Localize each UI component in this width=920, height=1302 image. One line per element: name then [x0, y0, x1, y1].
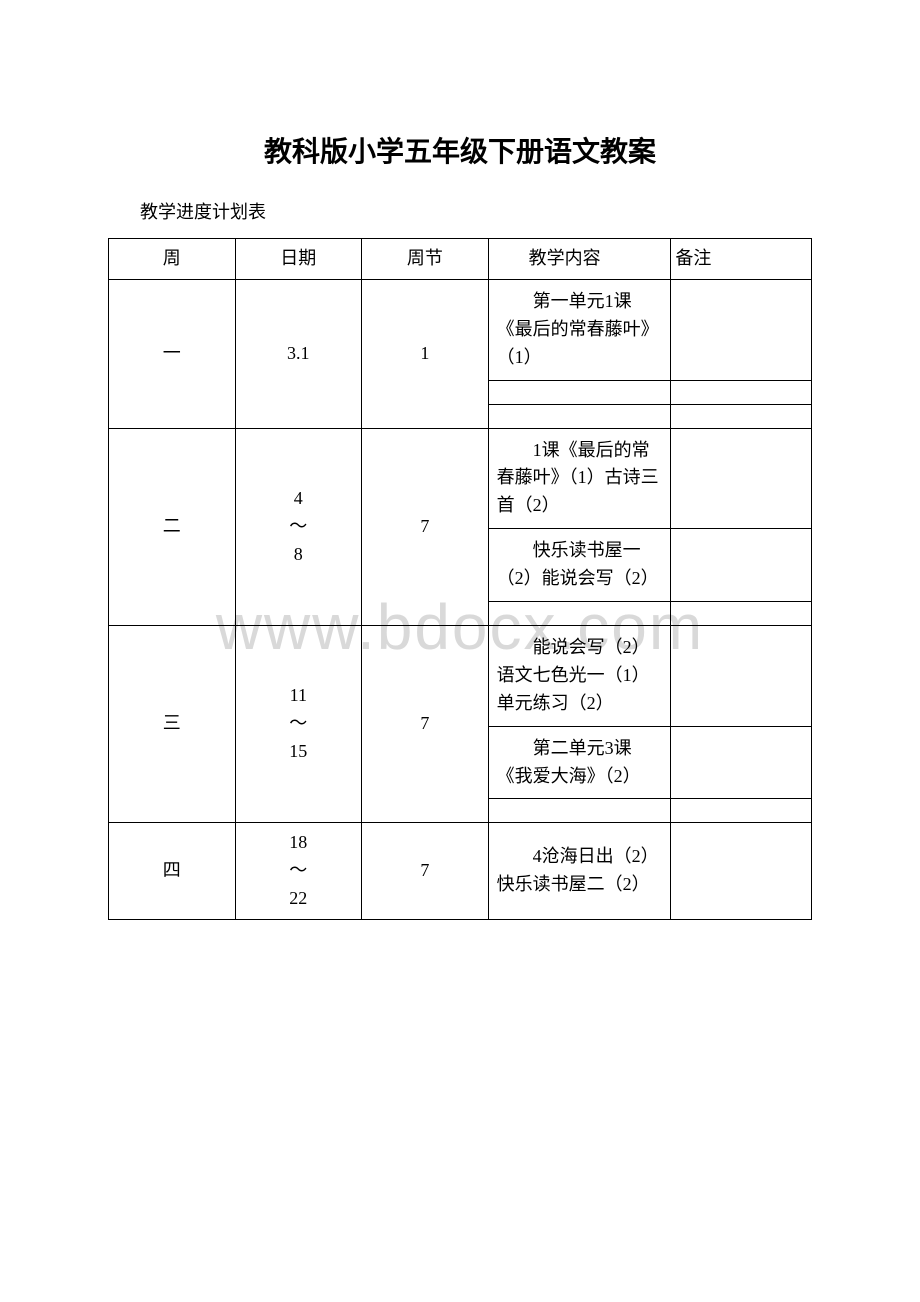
cell-date: 4 ～ 8	[235, 428, 362, 625]
cell-content: 第一单元1课《最后的常春藤叶》（1）	[488, 279, 671, 380]
cell-week: 四	[109, 823, 236, 920]
cell-content: 第二单元3课《我爱大海》（2）	[488, 726, 671, 799]
page-subtitle: 教学进度计划表	[140, 198, 812, 224]
cell-notes	[671, 428, 812, 529]
table-header-row: 周 日期 周节 教学内容 备注	[109, 239, 812, 280]
cell-content	[488, 799, 671, 823]
cell-content	[488, 602, 671, 626]
table-row: 二 4 ～ 8 7 1课《最后的常春藤叶》（1）古诗三首（2）	[109, 428, 812, 529]
table-row: 三 11 ～ 15 7 能说会写（2）语文七色光一（1）单元练习（2）	[109, 626, 812, 727]
page-title: 教科版小学五年级下册语文教案	[108, 130, 812, 170]
cell-notes	[671, 626, 812, 727]
table-row: 一 3.1 1 第一单元1课《最后的常春藤叶》（1）	[109, 279, 812, 380]
cell-week: 一	[109, 279, 236, 428]
cell-content: 4沧海日出（2）快乐读书屋二（2）	[488, 823, 671, 920]
cell-sessions: 7	[362, 428, 489, 625]
cell-notes	[671, 602, 812, 626]
cell-notes	[671, 380, 812, 404]
header-week: 周	[109, 239, 236, 280]
cell-week: 三	[109, 626, 236, 823]
schedule-table: 周 日期 周节 教学内容 备注 一 3.1 1 第一单元1课《最后的常春藤叶》（…	[108, 238, 812, 920]
cell-content	[488, 404, 671, 428]
cell-notes	[671, 799, 812, 823]
cell-sessions: 1	[362, 279, 489, 428]
cell-notes	[671, 529, 812, 602]
cell-content: 快乐读书屋一（2）能说会写（2）	[488, 529, 671, 602]
cell-content: 能说会写（2）语文七色光一（1）单元练习（2）	[488, 626, 671, 727]
cell-notes	[671, 823, 812, 920]
cell-content: 1课《最后的常春藤叶》（1）古诗三首（2）	[488, 428, 671, 529]
header-content: 教学内容	[488, 239, 671, 280]
table-row: 四 18 ～ 22 7 4沧海日出（2）快乐读书屋二（2）	[109, 823, 812, 920]
cell-date: 11 ～ 15	[235, 626, 362, 823]
cell-week: 二	[109, 428, 236, 625]
cell-sessions: 7	[362, 823, 489, 920]
cell-date: 3.1	[235, 279, 362, 428]
header-sessions: 周节	[362, 239, 489, 280]
cell-notes	[671, 726, 812, 799]
header-notes: 备注	[671, 239, 812, 280]
cell-notes	[671, 279, 812, 380]
cell-notes	[671, 404, 812, 428]
header-date: 日期	[235, 239, 362, 280]
cell-date: 18 ～ 22	[235, 823, 362, 920]
cell-sessions: 7	[362, 626, 489, 823]
cell-content	[488, 380, 671, 404]
